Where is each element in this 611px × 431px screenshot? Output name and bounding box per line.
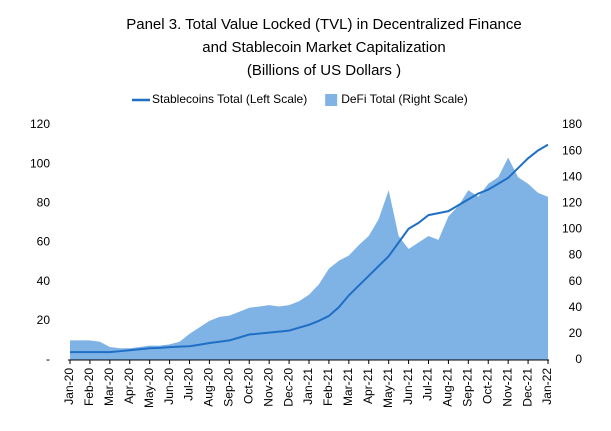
y2-tick-label: 80 (569, 248, 583, 262)
legend-label: Stablecoins Total (Left Scale) (152, 92, 307, 106)
y2-tick-label: 20 (569, 326, 583, 340)
x-tick-label: Apr-20 (122, 368, 136, 404)
y-tick-label: 100 (30, 156, 50, 170)
y2-tick-label: 140 (562, 169, 582, 183)
y2-tick-label: 120 (562, 196, 582, 210)
x-tick-label: May-20 (142, 368, 156, 408)
x-tick-label: Dec-21 (520, 368, 534, 407)
x-tick-label: Oct-21 (480, 368, 494, 404)
chart-title: and Stablecoin Market Capitalization (202, 39, 445, 56)
x-tick-label: Jan-20 (62, 368, 76, 405)
x-tick-label: Jul-20 (182, 368, 196, 401)
y-tick-label: 120 (30, 117, 50, 131)
x-tick-label: Mar-21 (341, 368, 355, 406)
x-tick-label: Nov-20 (261, 368, 275, 407)
legend-label: DeFi Total (Right Scale) (341, 92, 468, 106)
x-tick-label: Mar-20 (102, 368, 116, 406)
chart-title: Panel 3. Total Value Locked (TVL) in Dec… (126, 16, 522, 33)
y2-tick-label: 100 (562, 222, 582, 236)
x-tick-label: Feb-20 (82, 368, 96, 406)
x-tick-label: Jul-21 (421, 368, 435, 401)
y2-tick-label: 60 (569, 274, 583, 288)
y2-tick-label: 0 (575, 352, 582, 366)
x-tick-label: Aug-20 (202, 368, 216, 407)
x-tick-label: Apr-21 (361, 368, 375, 404)
x-tick-label: Jun-21 (401, 368, 415, 405)
x-tick-label: Sep-21 (461, 368, 475, 407)
y2-tick-label: 160 (562, 143, 582, 157)
y-tick-label: 80 (37, 196, 51, 210)
y-tick-label: 40 (37, 274, 51, 288)
x-tick-label: Dec-20 (281, 368, 295, 407)
x-tick-label: Feb-21 (321, 368, 335, 406)
x-tick-label: May-21 (381, 368, 395, 408)
y-tick-label: - (46, 352, 50, 366)
x-tick-label: Jan-21 (301, 368, 315, 405)
y-tick-label: 20 (37, 313, 51, 327)
y-tick-label: 60 (37, 235, 51, 249)
line (70, 143, 549, 354)
x-tick-label: Aug-21 (441, 368, 455, 407)
x-tick-label: Jan-22 (540, 368, 554, 405)
area (70, 157, 548, 360)
chart-title: (Billions of US Dollars ) (247, 62, 401, 79)
y2-tick-label: 40 (569, 300, 583, 314)
legend-swatch (325, 94, 338, 106)
x-tick-label: Sep-20 (222, 368, 236, 407)
x-tick-label: Oct-20 (241, 368, 255, 404)
x-tick-label: Jun-20 (162, 368, 176, 405)
y2-tick-label: 180 (562, 117, 582, 131)
x-tick-label: Nov-21 (500, 368, 514, 407)
